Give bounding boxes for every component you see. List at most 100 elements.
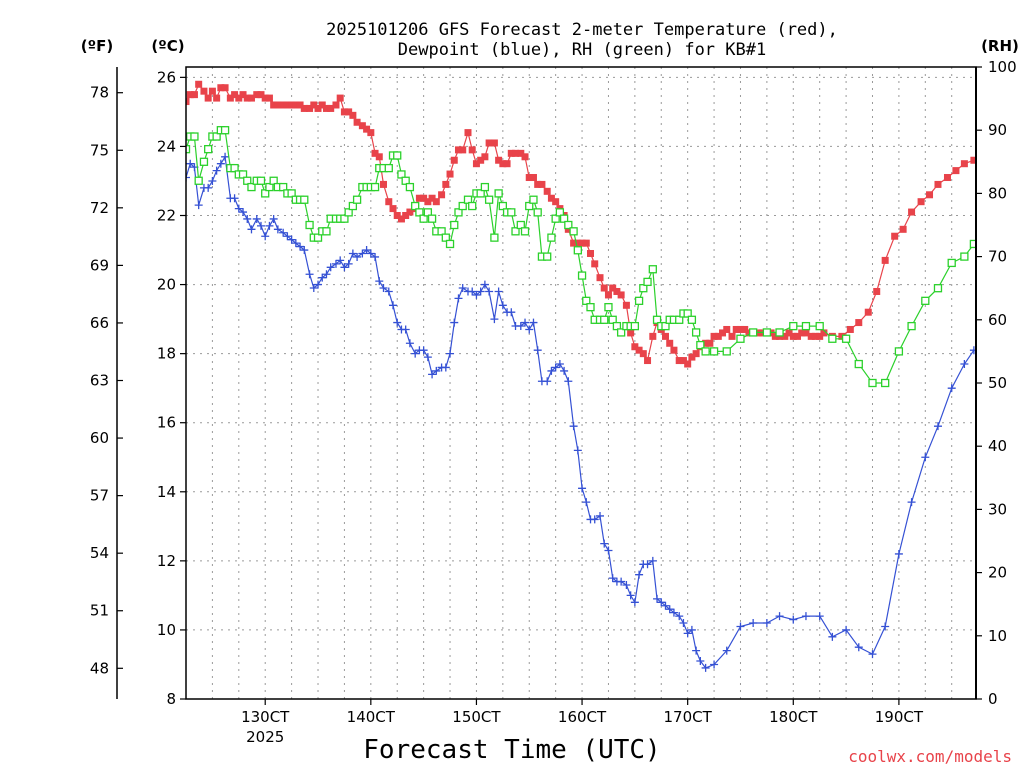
rh-marker [969, 239, 976, 249]
temp-marker [609, 284, 617, 292]
dewpoint-marker [261, 232, 270, 241]
dewpoint-marker [907, 498, 916, 507]
rh-tick-label: 30 [988, 500, 1007, 518]
dewpoint-marker [358, 249, 367, 258]
rh-marker [204, 145, 213, 154]
dewpoint-marker [722, 646, 731, 655]
dewpoint-marker [247, 225, 256, 234]
temp-marker [314, 104, 322, 112]
temp-marker [617, 291, 625, 299]
dewpoint-marker [815, 612, 824, 621]
dewpoint-marker [326, 263, 335, 272]
temp-marker [327, 104, 335, 112]
series-dewpoint [186, 152, 976, 672]
rh-marker [801, 321, 811, 331]
dewpoint-marker [375, 277, 384, 286]
temp-marker [208, 87, 216, 95]
temp-marker [960, 160, 968, 168]
dewpoint-marker [366, 249, 375, 258]
temp-marker [481, 153, 489, 161]
temp-marker [574, 239, 582, 247]
rh-tick-label: 0 [988, 690, 998, 708]
temp-marker [243, 94, 251, 102]
rh-marker [190, 132, 199, 141]
rh-marker [415, 208, 424, 217]
temp-marker [627, 329, 635, 337]
rh-marker [749, 328, 758, 337]
temp-marker [570, 239, 578, 247]
temp-marker [552, 198, 560, 206]
dewpoint-marker [560, 366, 569, 375]
rh-marker [212, 132, 221, 141]
rh-marker [789, 321, 798, 331]
temp-marker [811, 332, 819, 340]
dewpoint-marker [279, 228, 288, 237]
temp-marker [631, 343, 639, 351]
temp-marker [798, 329, 806, 337]
dewpoint-marker [291, 239, 300, 248]
temp-marker [468, 146, 476, 154]
dewpoint-marker [533, 346, 542, 355]
dewpoint-marker [617, 577, 626, 586]
temp-marker [371, 149, 379, 157]
rh-marker [643, 277, 652, 287]
dewpoint-marker [476, 287, 485, 296]
rh-tick-label: 20 [988, 564, 1007, 582]
plot-frame [185, 66, 977, 700]
dewpoint-marker [630, 598, 639, 607]
temp-marker [490, 139, 498, 147]
celsius-tick-label: 8 [166, 690, 176, 708]
dewpoint-marker [622, 581, 631, 590]
temp-marker [265, 94, 273, 102]
rh-marker [322, 227, 331, 236]
temp-marker [432, 198, 440, 206]
dewpoint-marker [749, 619, 758, 628]
rh-marker [427, 214, 437, 223]
temp-marker [340, 108, 348, 116]
dewpoint-marker [265, 221, 274, 230]
rh-marker [397, 170, 406, 179]
temp-marker [688, 353, 696, 361]
x-tick-label: 140CT [347, 708, 396, 726]
dewpoint-marker [252, 214, 261, 223]
temp-marker [495, 156, 503, 164]
series-rh [186, 126, 976, 388]
dewpoint-marker [547, 366, 556, 375]
dewpoint-marker [234, 204, 243, 213]
rh-marker [691, 328, 701, 337]
rh-marker [450, 220, 459, 230]
temp-marker [714, 332, 722, 340]
x-axis-label: Forecast Time (UTC) [363, 735, 660, 765]
rh-marker [340, 214, 349, 223]
temp-marker [745, 329, 753, 337]
chart-title-line1: 2025101206 GFS Forecast 2-meter Temperat… [326, 20, 838, 40]
rh-marker [305, 220, 314, 230]
dewpoint-marker [405, 339, 414, 348]
celsius-tick-label: 14 [157, 483, 176, 501]
temp-marker [732, 325, 740, 333]
temp-marker [917, 198, 925, 206]
rh-marker [480, 182, 490, 192]
rh-marker [287, 189, 296, 198]
rh-marker [960, 252, 969, 261]
dewpoint-marker [529, 318, 538, 327]
temp-marker [639, 350, 647, 358]
rh-marker [608, 315, 617, 324]
rh-marker [762, 328, 772, 337]
dewpoint-marker [208, 176, 217, 185]
temp-marker [600, 284, 608, 292]
temp-marker [306, 104, 314, 112]
x-tick-label: 160CT [558, 708, 607, 726]
temp-marker [534, 180, 542, 188]
temp-marker [485, 139, 493, 147]
temp-marker [591, 260, 599, 268]
rh-tick-label: 50 [988, 374, 1007, 392]
rh-marker [490, 233, 499, 242]
credit-link[interactable]: coolwx.com/models [848, 747, 1012, 766]
dewpoint-marker [186, 173, 190, 182]
rh-marker [384, 163, 393, 173]
celsius-tick-label: 22 [157, 207, 176, 225]
rh-marker [370, 182, 380, 192]
temp-marker [934, 180, 942, 188]
temp-marker [635, 346, 643, 354]
